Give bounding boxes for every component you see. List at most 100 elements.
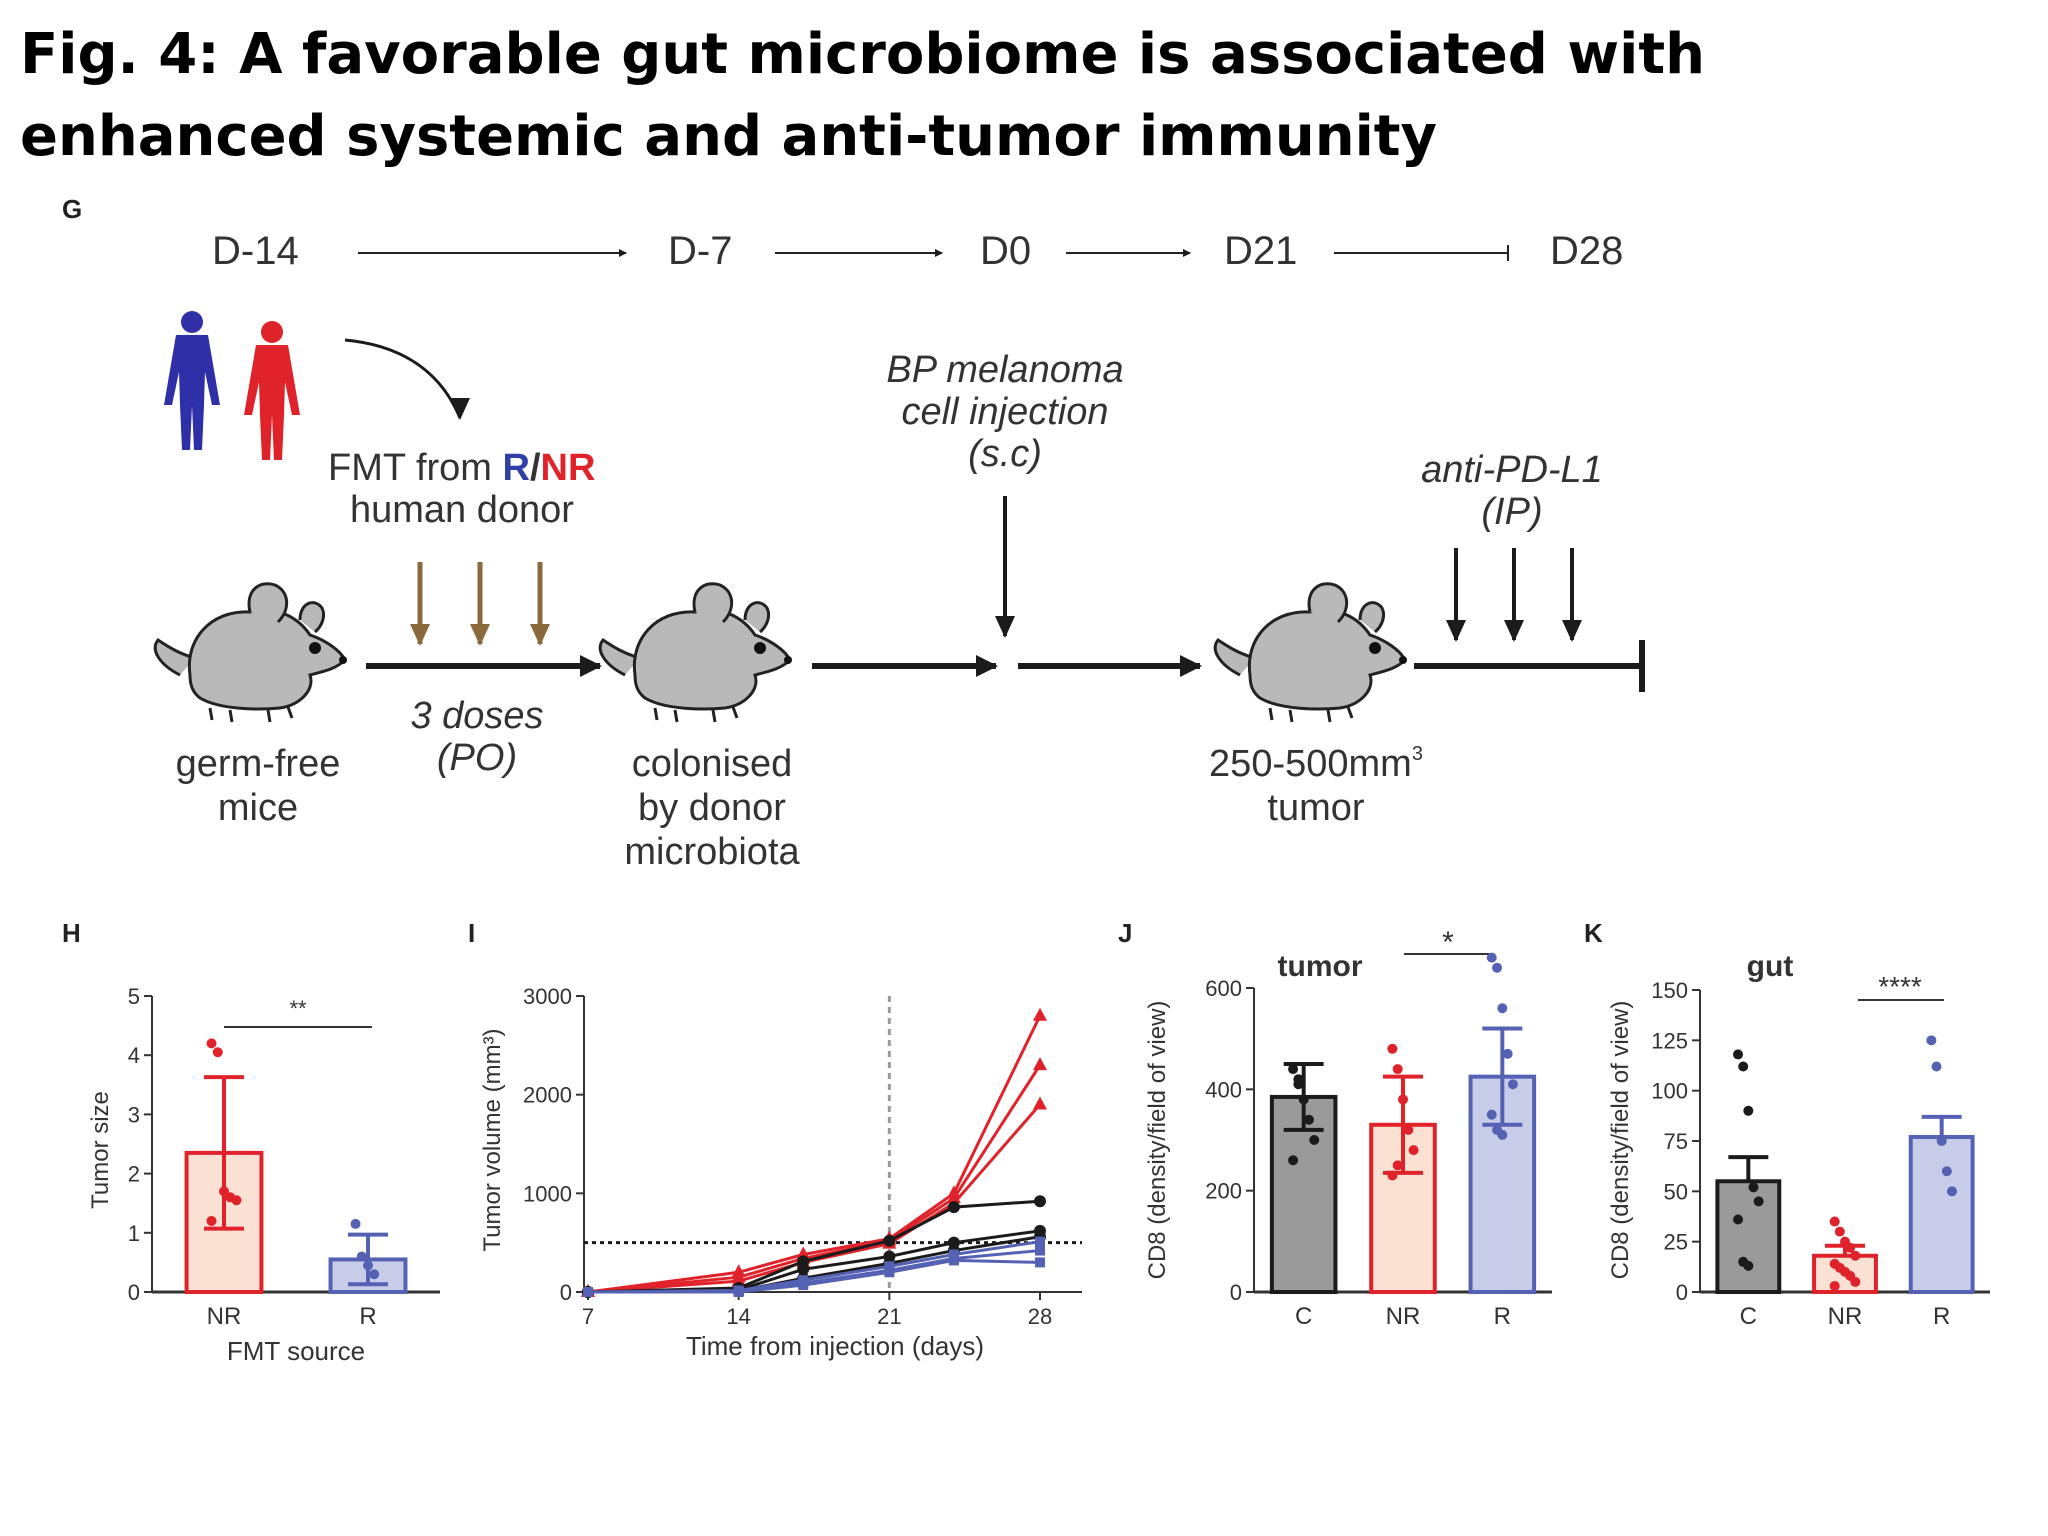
tumor-size-line-1: 250-500mm3 xyxy=(1209,743,1423,785)
data-point xyxy=(231,1195,242,1206)
data-point xyxy=(883,1234,896,1247)
data-point xyxy=(1387,1043,1398,1054)
doses-line-2: (PO) xyxy=(437,737,517,779)
data-point xyxy=(1743,1260,1754,1271)
data-point xyxy=(1829,1280,1840,1291)
y-tick-label: 125 xyxy=(1651,1028,1688,1053)
y-tick-label: 0 xyxy=(1676,1280,1688,1305)
mouse-icon-colonised xyxy=(598,582,794,724)
x-category-label: C xyxy=(1295,1303,1312,1330)
y-tick-label: 1000 xyxy=(523,1181,572,1206)
doses-line-1: 3 doses xyxy=(410,695,543,737)
panel-label-k: K xyxy=(1584,918,1603,948)
data-point xyxy=(948,1255,959,1266)
mouse-icon-tumor xyxy=(1213,582,1409,724)
data-point xyxy=(1946,1186,1957,1197)
data-point xyxy=(1392,1064,1403,1075)
bar xyxy=(328,1257,408,1294)
data-point xyxy=(1387,1170,1398,1181)
timeline-d-14: D-14 xyxy=(212,229,299,273)
panel-label-i: I xyxy=(468,918,475,948)
x-category-label: R xyxy=(1494,1303,1511,1330)
fmt-label: FMT from R/NR xyxy=(328,447,595,489)
series-line xyxy=(587,1015,1042,1294)
y-tick-label: 400 xyxy=(1205,1077,1242,1102)
data-point xyxy=(1931,1061,1942,1072)
y-tick-label: 200 xyxy=(1205,1179,1242,1204)
data-point xyxy=(1486,1109,1497,1120)
h-xlabel: FMT source xyxy=(227,1336,365,1366)
y-tick-label: 600 xyxy=(1205,976,1242,1001)
data-point xyxy=(1738,1061,1749,1072)
y-tick-label: 75 xyxy=(1664,1129,1688,1154)
data-point xyxy=(350,1218,361,1229)
colonised-line-3: microbiota xyxy=(624,831,800,873)
panel-label-g: G xyxy=(62,194,82,224)
h-plot-area: 0 1 2 3 4 5 NR R xyxy=(128,984,440,1330)
data-point xyxy=(1733,1049,1744,1060)
data-point xyxy=(797,1263,810,1276)
k-ylabel: CD8 (density/field of view) xyxy=(1607,1001,1634,1280)
y-tick-label: 3000 xyxy=(523,984,572,1009)
data-point xyxy=(1926,1035,1937,1046)
data-point xyxy=(798,1280,809,1291)
tumor-size-line-2: tumor xyxy=(1267,787,1364,829)
human-figure-red-icon xyxy=(244,321,300,460)
data-point xyxy=(1748,1182,1759,1193)
data-point xyxy=(1288,1155,1299,1166)
series-line xyxy=(588,1258,1041,1294)
data-point xyxy=(356,1251,367,1262)
data-point xyxy=(1845,1242,1856,1253)
data-point xyxy=(1936,1136,1947,1146)
timeline: D-14 D-7 D0 D21 D28 xyxy=(212,229,1623,273)
data-point xyxy=(1850,1250,1861,1261)
data-point xyxy=(1497,1003,1508,1014)
data-point xyxy=(363,1260,373,1271)
data-point xyxy=(1941,1166,1952,1177)
data-point xyxy=(1288,1064,1299,1075)
x-tick-label: 28 xyxy=(1028,1304,1052,1329)
data-point xyxy=(1035,1245,1045,1256)
x-category-label: R xyxy=(359,1303,376,1330)
donor-curved-arrow-icon xyxy=(344,338,470,420)
y-tick-label: 2000 xyxy=(523,1083,572,1108)
i-xlabel: Time from injection (days) xyxy=(686,1331,984,1361)
data-point xyxy=(1733,1214,1744,1225)
data-point xyxy=(1507,1079,1518,1090)
y-tick-label: 1 xyxy=(128,1221,140,1246)
bp-line-3: (s.c) xyxy=(968,433,1042,475)
pdl1-line-2: (IP) xyxy=(1481,491,1542,533)
x-tick-label: 14 xyxy=(726,1304,750,1329)
mouse-icon-germfree xyxy=(153,582,349,724)
data-point xyxy=(1492,962,1503,973)
y-tick-label: 0 xyxy=(128,1280,140,1305)
j-significance: * xyxy=(1442,926,1454,959)
data-point xyxy=(733,1287,744,1297)
panel-k: K gut CD8 (density/field of view) **** 0… xyxy=(1584,918,1990,1330)
series-line xyxy=(587,1103,1042,1294)
x-category-label: R xyxy=(1933,1303,1950,1330)
i-ylabel: Tumor volume (mm³) xyxy=(479,1028,506,1251)
germfree-line-2: mice xyxy=(218,787,298,829)
x-category-label: C xyxy=(1740,1303,1757,1330)
data-point xyxy=(206,1038,217,1049)
x-tick-label: 7 xyxy=(582,1304,594,1329)
k-significance: **** xyxy=(1878,971,1922,1002)
j-plot-area: 0 200 400 600 C NR R xyxy=(1205,952,1552,1330)
data-point xyxy=(1035,1257,1045,1268)
panel-j: J tumor CD8 (density/field of view) * 0 2… xyxy=(1118,918,1552,1330)
y-tick-label: 100 xyxy=(1651,1079,1688,1104)
human-figure-blue-icon xyxy=(164,311,220,450)
j-ylabel: CD8 (density/field of view) xyxy=(1144,1001,1171,1280)
data-point xyxy=(731,1273,746,1287)
panel-h: H Tumor size FMT source ** 0 1 2 3 4 5 NR R xyxy=(62,918,440,1366)
data-point xyxy=(1743,1105,1754,1116)
data-point xyxy=(1834,1226,1845,1237)
data-point xyxy=(1408,1145,1419,1156)
bp-line-1: BP melanoma xyxy=(886,349,1123,391)
k-title: gut xyxy=(1747,950,1794,983)
data-point xyxy=(1829,1216,1840,1227)
x-tick-label: 21 xyxy=(877,1304,901,1329)
data-point xyxy=(884,1267,895,1278)
x-category-label: NR xyxy=(1386,1303,1421,1330)
